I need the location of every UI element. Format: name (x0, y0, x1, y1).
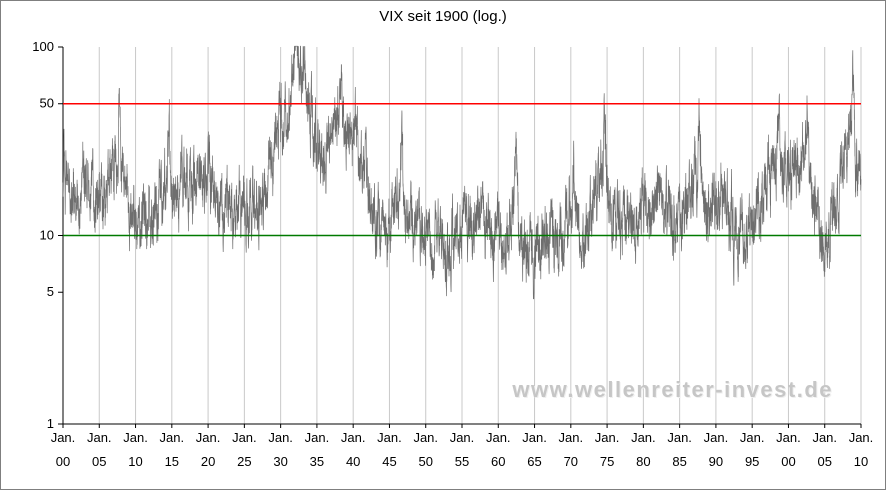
x-tick-label-month: Jan. (160, 430, 185, 445)
x-tick-label-year: 10 (128, 454, 142, 469)
x-tick-label-month: Jan. (341, 430, 366, 445)
x-tick-label-month: Jan. (305, 430, 330, 445)
x-tick-label-month: Jan. (776, 430, 801, 445)
chart-title: VIX seit 1900 (log.) (379, 8, 507, 25)
x-tick-label-month: Jan. (196, 430, 221, 445)
x-tick-label-month: Jan. (595, 430, 620, 445)
x-tick-label-month: Jan. (849, 430, 874, 445)
x-tick-label-year: 10 (854, 454, 868, 469)
x-tick-label-year: 30 (273, 454, 287, 469)
x-tick-label-month: Jan. (87, 430, 112, 445)
x-tick-label-year: 60 (491, 454, 505, 469)
x-tick-label-month: Jan. (51, 430, 76, 445)
x-tick-label-month: Jan. (631, 430, 656, 445)
x-tick-label-month: Jan. (667, 430, 692, 445)
x-tick-label-year: 40 (346, 454, 360, 469)
x-tick-label-year: 15 (165, 454, 179, 469)
y-tick-label: 100 (32, 39, 54, 54)
x-tick-label-year: 20 (201, 454, 215, 469)
x-tick-label-year: 45 (382, 454, 396, 469)
x-tick-label-year: 05 (92, 454, 106, 469)
y-tick-label: 10 (40, 228, 54, 243)
x-tick-label-year: 35 (310, 454, 324, 469)
x-tick-label-month: Jan. (268, 430, 293, 445)
y-tick-label: 50 (40, 96, 54, 111)
x-tick-label-month: Jan. (740, 430, 765, 445)
x-tick-label-month: Jan. (559, 430, 584, 445)
x-tick-label-year: 95 (745, 454, 759, 469)
x-tick-label-year: 00 (781, 454, 795, 469)
x-tick-label-year: 80 (636, 454, 650, 469)
x-tick-label-year: 05 (817, 454, 831, 469)
x-tick-label-month: Jan. (232, 430, 257, 445)
x-tick-label-month: Jan. (812, 430, 837, 445)
x-tick-label-month: Jan. (450, 430, 475, 445)
x-tick-label-year: 65 (527, 454, 541, 469)
x-tick-label-year: 75 (600, 454, 614, 469)
x-tick-label-year: 25 (237, 454, 251, 469)
x-tick-label-year: 70 (564, 454, 578, 469)
x-tick-label-year: 50 (418, 454, 432, 469)
x-tick-label-month: Jan. (123, 430, 148, 445)
x-tick-label-year: 90 (709, 454, 723, 469)
x-tick-label-month: Jan. (522, 430, 547, 445)
y-tick-label: 1 (47, 416, 54, 431)
x-tick-label-month: Jan. (704, 430, 729, 445)
x-tick-label-year: 00 (56, 454, 70, 469)
x-tick-label-month: Jan. (377, 430, 402, 445)
x-tick-label-month: Jan. (486, 430, 511, 445)
x-tick-label-year: 85 (672, 454, 686, 469)
x-tick-label-year: 55 (455, 454, 469, 469)
y-tick-label: 5 (47, 284, 54, 299)
x-tick-label-month: Jan. (413, 430, 438, 445)
watermark: www.wellenreiter-invest.de (512, 377, 833, 402)
vix-series-line (62, 45, 862, 300)
